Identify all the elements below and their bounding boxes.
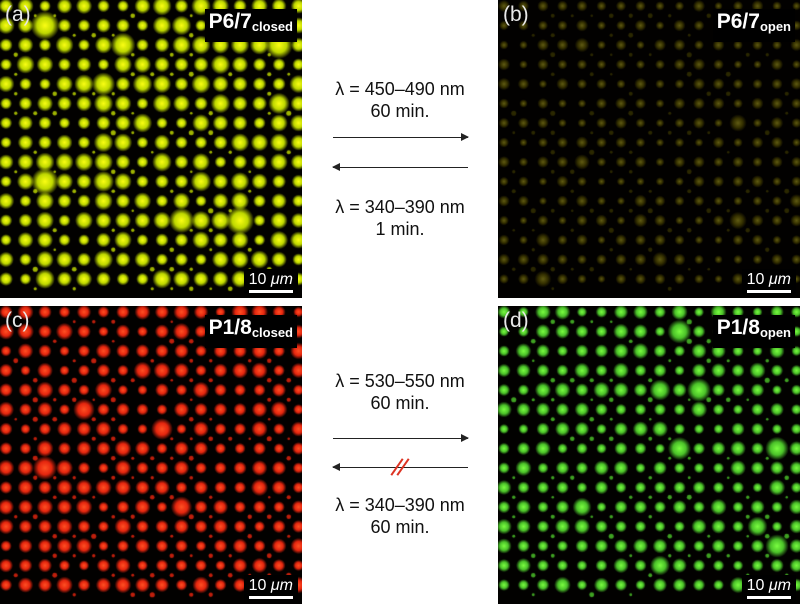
bottom-forward-condition: λ = 530–550 nm 60 min.: [302, 370, 498, 414]
forward-wavelength: λ = 450–490 nm: [335, 79, 465, 99]
dot-array-image: [498, 306, 800, 604]
forward-wavelength: λ = 530–550 nm: [335, 371, 465, 391]
sample-state: open: [759, 325, 791, 340]
reverse-time: 60 min.: [370, 517, 430, 537]
scale-value: 10: [746, 577, 765, 594]
scale-unit: μm: [768, 271, 791, 288]
sample-state: open: [759, 19, 791, 34]
sample-name: P1/8: [208, 316, 252, 339]
sample-name: P1/8: [716, 316, 760, 339]
dot-array-image: [0, 0, 302, 298]
micrograph-panel-a: (a) P6/7closed 10 μm: [0, 0, 302, 298]
scale-bar: 10 μm: [243, 269, 298, 294]
dot-array-image: [0, 306, 302, 604]
sample-state: closed: [251, 19, 293, 34]
scale-bar-line: [248, 596, 293, 599]
scale-bar-line: [746, 596, 791, 599]
forward-time: 60 min.: [370, 101, 430, 121]
scale-bar: 10 μm: [243, 575, 298, 600]
reverse-time: 1 min.: [375, 219, 425, 239]
sample-label: P1/8open: [712, 315, 795, 348]
scale-bar-line: [248, 290, 293, 293]
reverse-wavelength: λ = 340–390 nm: [335, 197, 465, 217]
sample-state: closed: [251, 325, 293, 340]
panel-label: (c): [5, 309, 30, 332]
sample-name: P6/7: [208, 10, 252, 33]
panel-label: (b): [503, 3, 529, 26]
bottom-reverse-condition: λ = 340–390 nm 60 min.: [302, 494, 498, 538]
top-forward-condition: λ = 450–490 nm 60 min.: [302, 78, 498, 122]
scale-bar: 10 μm: [741, 575, 796, 600]
reverse-wavelength: λ = 340–390 nm: [335, 495, 465, 515]
scale-value: 10: [248, 577, 267, 594]
scale-value: 10: [746, 271, 765, 288]
panel-label: (a): [5, 3, 31, 26]
scale-unit: μm: [768, 577, 791, 594]
forward-arrow: [333, 434, 469, 442]
micrograph-panel-d: (d) P1/8open 10 μm: [498, 306, 800, 604]
micrograph-panel-b: (b) P6/7open 10 μm: [498, 0, 800, 298]
reverse-arrow: [332, 163, 468, 171]
scale-unit: μm: [270, 577, 293, 594]
sample-name: P6/7: [716, 10, 760, 33]
scale-bar-line: [746, 290, 791, 293]
forward-arrow: [333, 133, 469, 141]
scale-value: 10: [248, 271, 267, 288]
sample-label: P6/7closed: [204, 9, 297, 42]
sample-label: P1/8closed: [204, 315, 297, 348]
top-reverse-condition: λ = 340–390 nm 1 min.: [302, 196, 498, 240]
dot-array-image: [498, 0, 800, 298]
micrograph-panel-c: (c) P1/8closed 10 μm: [0, 306, 302, 604]
scale-bar: 10 μm: [741, 269, 796, 294]
scale-unit: μm: [270, 271, 293, 288]
sample-label: P6/7open: [712, 9, 795, 42]
forward-time: 60 min.: [370, 393, 430, 413]
panel-label: (d): [503, 309, 529, 332]
